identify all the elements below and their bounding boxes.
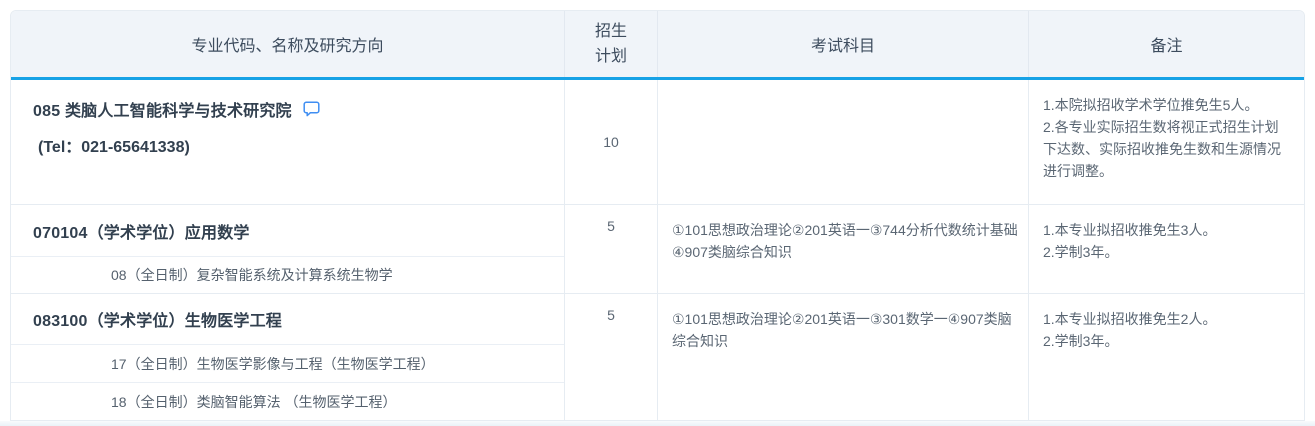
direction-row: 17（全日制）生物医学影像与工程（生物医学工程）	[11, 344, 564, 382]
exam-subjects: ①101思想政治理论②201英语一③301数学一④907类脑综合知识	[672, 311, 1012, 349]
note-line: 2.学制3年。	[1043, 333, 1119, 349]
plan-cell: 10	[564, 80, 657, 204]
major-cell: 070104（学术学位）应用数学 08（全日制）复杂智能系统及计算系统生物学	[11, 205, 564, 293]
note-line: 1.本专业拟招收推免生3人。	[1043, 222, 1217, 238]
major-title-row: 085 类脑人工智能科学与技术研究院 (Tel：021-65641338)	[11, 80, 564, 157]
notes-cell: 1.本专业拟招收推免生2人。 2.学制3年。	[1028, 294, 1304, 420]
table-section: 070104（学术学位）应用数学 08（全日制）复杂智能系统及计算系统生物学 5 ①1…	[11, 204, 1304, 293]
notes-cell: 1.本院拟招收学术学位推免生5人。 2.各专业实际招生数将视正式招生计划下达数、实…	[1028, 80, 1304, 204]
major-title-line: 085 类脑人工智能科学与技术研究院	[33, 97, 544, 121]
note-line: 2.学制3年。	[1043, 244, 1119, 260]
plan-cell: 5	[564, 205, 657, 293]
major-code-title: 085 类脑人工智能科学与技术研究院	[33, 103, 292, 120]
note-line: 1.本专业拟招收推免生2人。	[1043, 311, 1217, 327]
header-accent-divider	[11, 77, 1304, 80]
notes-cell: 1.本专业拟招收推免生3人。 2.学制3年。	[1028, 205, 1304, 293]
exam-subjects: ①101思想政治理论②201英语一③744分析代数统计基础④907类脑综合知识	[672, 222, 1018, 260]
note-line: 1.本院拟招收学术学位推免生5人。	[1043, 97, 1259, 113]
major-title-line: 070104（学术学位）应用数学	[33, 219, 250, 243]
department-tel: (Tel：021-65641338)	[38, 139, 190, 156]
table-section: 085 类脑人工智能科学与技术研究院 (Tel：021-65641338) 10 1.…	[11, 80, 1304, 204]
exam-cell: ①101思想政治理论②201英语一③744分析代数统计基础④907类脑综合知识	[657, 205, 1028, 293]
exam-cell: ①101思想政治理论②201英语一③301数学一④907类脑综合知识	[657, 294, 1028, 420]
admissions-table: 专业代码、名称及研究方向 招生计划 考试科目 备注 085 类脑人工智能科学与技…	[10, 10, 1305, 421]
major-code-title: 083100（学术学位）生物医学工程	[33, 313, 282, 330]
major-cell: 083100（学术学位）生物医学工程 17（全日制）生物医学影像与工程（生物医学工…	[11, 294, 564, 420]
plan-value: 10	[603, 134, 619, 150]
header-plan-column: 招生计划	[564, 11, 657, 77]
table-header-row: 专业代码、名称及研究方向 招生计划 考试科目 备注	[11, 11, 1304, 77]
comment-icon[interactable]	[303, 101, 320, 117]
major-code-title: 070104（学术学位）应用数学	[33, 224, 250, 242]
plan-value: 5	[607, 307, 615, 323]
plan-cell: 5	[564, 294, 657, 420]
table-section: 083100（学术学位）生物医学工程 17（全日制）生物医学影像与工程（生物医学工…	[11, 293, 1304, 420]
major-cell: 085 类脑人工智能科学与技术研究院 (Tel：021-65641338)	[11, 80, 564, 204]
direction-row: 18（全日制）类脑智能算法 （生物医学工程）	[11, 382, 564, 420]
major-title-row: 083100（学术学位）生物医学工程	[11, 294, 564, 344]
table-body: 085 类脑人工智能科学与技术研究院 (Tel：021-65641338) 10 1.…	[11, 80, 1304, 420]
header-major-column: 专业代码、名称及研究方向	[191, 38, 384, 55]
direction-row: 08（全日制）复杂智能系统及计算系统生物学	[11, 256, 564, 293]
page-background-strip	[0, 421, 1315, 426]
plan-value: 5	[607, 218, 615, 234]
header-notes-column: 备注	[1028, 11, 1304, 77]
header-exam-column: 考试科目	[657, 11, 1028, 77]
major-title-row: 070104（学术学位）应用数学	[11, 205, 564, 256]
exam-cell	[657, 80, 1028, 204]
major-title-line: 083100（学术学位）生物医学工程	[33, 307, 282, 331]
note-line: 2.各专业实际招生数将视正式招生计划下达数、实际招收推免生数和生源情况进行调整。	[1043, 119, 1281, 179]
header-plan-label: 招生计划	[594, 23, 627, 65]
